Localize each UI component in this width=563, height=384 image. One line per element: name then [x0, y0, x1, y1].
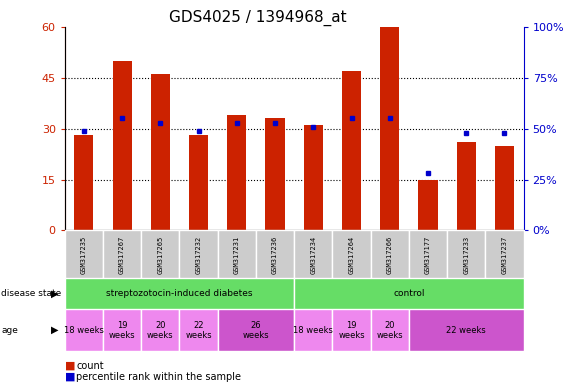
- Bar: [74, 136, 93, 230]
- Bar: [113, 61, 132, 230]
- FancyBboxPatch shape: [447, 230, 485, 278]
- FancyBboxPatch shape: [103, 309, 141, 351]
- Text: ▶: ▶: [51, 325, 59, 335]
- Text: GSM317236: GSM317236: [272, 235, 278, 273]
- Bar: [189, 136, 208, 230]
- FancyBboxPatch shape: [409, 230, 447, 278]
- FancyBboxPatch shape: [294, 309, 332, 351]
- Text: percentile rank within the sample: percentile rank within the sample: [76, 372, 241, 382]
- Text: 19
weeks: 19 weeks: [109, 321, 136, 340]
- Text: ■: ■: [65, 361, 75, 371]
- Text: ▶: ▶: [51, 289, 59, 299]
- FancyBboxPatch shape: [218, 309, 294, 351]
- FancyBboxPatch shape: [103, 230, 141, 278]
- Text: GSM317265: GSM317265: [157, 235, 163, 273]
- Text: age: age: [1, 326, 18, 335]
- Text: 20
weeks: 20 weeks: [377, 321, 403, 340]
- Bar: [418, 180, 437, 230]
- Bar: [457, 142, 476, 230]
- Bar: [342, 71, 361, 230]
- FancyBboxPatch shape: [370, 230, 409, 278]
- Text: GSM317231: GSM317231: [234, 235, 240, 273]
- FancyBboxPatch shape: [65, 309, 103, 351]
- FancyBboxPatch shape: [141, 230, 180, 278]
- Bar: [266, 118, 285, 230]
- Text: GSM317232: GSM317232: [195, 235, 202, 273]
- Text: count: count: [76, 361, 104, 371]
- Bar: [151, 74, 170, 230]
- FancyBboxPatch shape: [141, 309, 180, 351]
- FancyBboxPatch shape: [332, 230, 370, 278]
- FancyBboxPatch shape: [485, 230, 524, 278]
- Text: GSM317177: GSM317177: [425, 235, 431, 273]
- Text: 22
weeks: 22 weeks: [185, 321, 212, 340]
- Bar: [303, 125, 323, 230]
- Text: ■: ■: [65, 372, 75, 382]
- FancyBboxPatch shape: [218, 230, 256, 278]
- Text: GSM317266: GSM317266: [387, 235, 393, 273]
- Text: GSM317267: GSM317267: [119, 235, 125, 273]
- Text: control: control: [393, 289, 425, 298]
- FancyBboxPatch shape: [294, 278, 524, 309]
- FancyBboxPatch shape: [332, 309, 370, 351]
- Text: 20
weeks: 20 weeks: [147, 321, 173, 340]
- Text: GSM317235: GSM317235: [81, 235, 87, 273]
- Bar: [380, 27, 399, 230]
- Text: GSM317237: GSM317237: [502, 235, 507, 273]
- Text: 19
weeks: 19 weeks: [338, 321, 365, 340]
- Text: GSM317234: GSM317234: [310, 235, 316, 273]
- Text: disease state: disease state: [1, 289, 61, 298]
- Text: GSM317233: GSM317233: [463, 235, 469, 273]
- FancyBboxPatch shape: [65, 278, 294, 309]
- FancyBboxPatch shape: [180, 230, 218, 278]
- Text: 22 weeks: 22 weeks: [446, 326, 486, 335]
- Bar: [227, 115, 247, 230]
- Text: 18 weeks: 18 weeks: [293, 326, 333, 335]
- Bar: [495, 146, 514, 230]
- FancyBboxPatch shape: [256, 230, 294, 278]
- FancyBboxPatch shape: [409, 309, 524, 351]
- Text: 26
weeks: 26 weeks: [243, 321, 269, 340]
- FancyBboxPatch shape: [65, 230, 103, 278]
- Text: GSM317264: GSM317264: [348, 235, 355, 273]
- Text: streptozotocin-induced diabetes: streptozotocin-induced diabetes: [106, 289, 253, 298]
- FancyBboxPatch shape: [180, 309, 218, 351]
- Text: 18 weeks: 18 weeks: [64, 326, 104, 335]
- FancyBboxPatch shape: [294, 230, 332, 278]
- Title: GDS4025 / 1394968_at: GDS4025 / 1394968_at: [169, 9, 346, 25]
- FancyBboxPatch shape: [370, 309, 409, 351]
